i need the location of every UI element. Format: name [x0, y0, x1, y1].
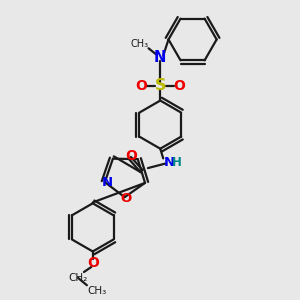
Text: N: N: [102, 176, 113, 189]
Text: O: O: [173, 79, 185, 93]
Text: N: N: [154, 50, 167, 64]
Text: CH₃: CH₃: [88, 286, 107, 296]
Text: O: O: [135, 79, 147, 93]
Text: CH₃: CH₃: [131, 39, 149, 49]
Text: CH₂: CH₂: [68, 273, 88, 283]
Text: S: S: [154, 78, 166, 93]
Text: O: O: [87, 256, 99, 270]
Text: N: N: [164, 156, 175, 169]
Text: O: O: [125, 149, 137, 163]
Text: H: H: [172, 156, 182, 169]
Text: O: O: [121, 192, 132, 205]
